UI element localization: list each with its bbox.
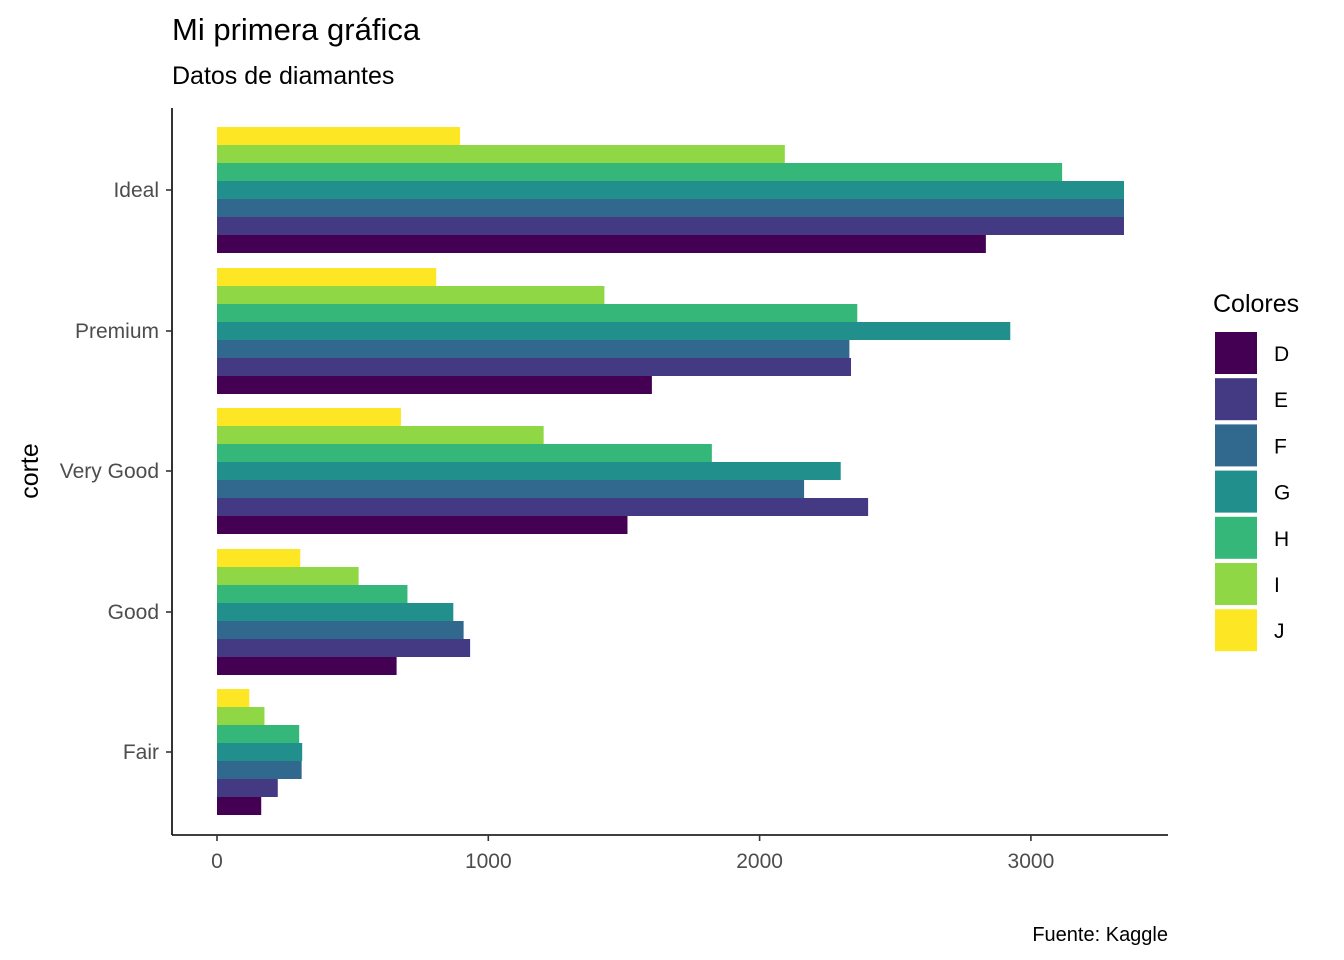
bar-good-i	[217, 567, 359, 585]
bar-premium-g	[217, 322, 1011, 340]
y-tick-label: Fair	[123, 741, 159, 764]
bar-fair-j	[217, 689, 250, 707]
bar-very-good-e	[217, 498, 869, 516]
bar-good-h	[217, 585, 408, 603]
y-axis-title: corte	[16, 443, 44, 499]
x-tick-label: 0	[211, 850, 223, 873]
bar-premium-f	[217, 340, 850, 358]
bar-ideal-i	[217, 145, 785, 163]
y-tick-label: Very Good	[60, 460, 159, 483]
legend-label-i: I	[1274, 574, 1280, 597]
bar-very-good-j	[217, 408, 401, 426]
bar-fair-i	[217, 707, 265, 725]
bar-very-good-i	[217, 426, 544, 444]
y-tick-label: Ideal	[113, 179, 159, 202]
x-tick-label: 3000	[1008, 850, 1055, 873]
bar-good-d	[217, 657, 397, 675]
legend-key-e	[1215, 378, 1257, 421]
legend-label-d: D	[1274, 343, 1289, 366]
bar-very-good-d	[217, 516, 628, 534]
bar-good-g	[217, 603, 454, 621]
bar-ideal-h	[217, 163, 1063, 181]
bar-premium-i	[217, 286, 605, 304]
bar-fair-g	[217, 743, 303, 761]
x-tick-label: 1000	[465, 850, 512, 873]
chart-subtitle: Datos de diamantes	[172, 62, 394, 90]
legend-label-f: F	[1274, 435, 1287, 458]
bar-good-j	[217, 549, 301, 567]
legend-label-j: J	[1274, 620, 1285, 643]
y-tick-label: Premium	[75, 320, 159, 343]
bar-ideal-e	[217, 217, 1124, 235]
bar-fair-f	[217, 761, 302, 779]
bar-ideal-f	[217, 199, 1124, 217]
bars-layer	[217, 127, 1124, 815]
legend-title: Colores	[1213, 290, 1299, 318]
legend-label-e: E	[1274, 389, 1288, 412]
bar-fair-e	[217, 779, 278, 797]
chart-caption: Fuente: Kaggle	[1032, 924, 1168, 946]
chart-title: Mi primera gráfica	[172, 12, 421, 47]
y-tick-label: Good	[108, 601, 159, 624]
legend-key-h	[1215, 516, 1257, 559]
x-tick-label: 2000	[736, 850, 783, 873]
bar-fair-h	[217, 725, 300, 743]
bar-fair-d	[217, 797, 262, 815]
bar-premium-d	[217, 376, 652, 394]
legend-key-j	[1215, 609, 1257, 652]
legend-key-i	[1215, 563, 1257, 605]
bar-very-good-f	[217, 480, 805, 498]
bar-premium-h	[217, 304, 858, 322]
bar-ideal-d	[217, 235, 986, 253]
legend-label-h: H	[1274, 528, 1289, 551]
bar-ideal-g	[217, 181, 1124, 199]
bar-very-good-h	[217, 444, 712, 462]
legend-key-d	[1215, 332, 1257, 374]
bar-good-f	[217, 621, 464, 639]
axes-layer: Fair Good Very Good Premium Ideal 0 1000 2000 30…	[60, 108, 1168, 873]
bar-very-good-g	[217, 462, 841, 480]
legend-label-g: G	[1274, 482, 1290, 505]
legend-key-f	[1215, 424, 1257, 467]
bar-good-e	[217, 639, 471, 657]
legend-key-g	[1215, 470, 1257, 513]
bar-premium-e	[217, 358, 852, 376]
bar-ideal-j	[217, 127, 461, 145]
bar-premium-j	[217, 268, 437, 286]
